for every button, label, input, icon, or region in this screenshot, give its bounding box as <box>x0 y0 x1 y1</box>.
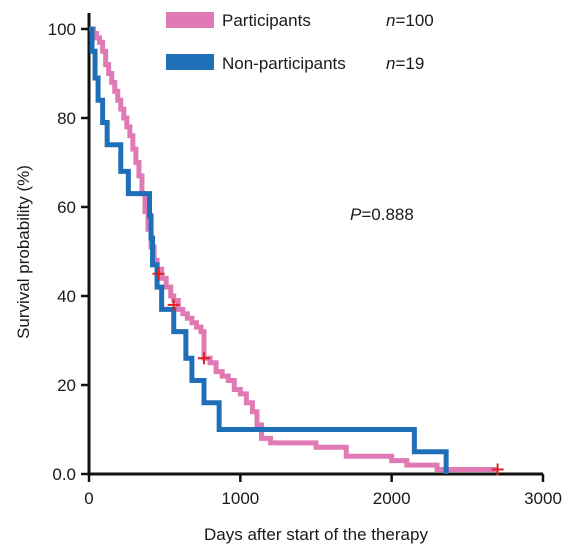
p-value-annotation: P=0.888 <box>350 205 414 224</box>
x-axis-title: Days after start of the therapy <box>204 525 428 544</box>
legend-label-participants: Participants <box>222 11 311 30</box>
censor-mark <box>167 298 180 311</box>
y-tick-label: 0.0 <box>52 465 76 484</box>
legend-swatch-participants <box>166 12 214 28</box>
censor-layer <box>152 267 504 476</box>
y-axis-title: Survival probability (%) <box>14 165 33 339</box>
censor-mark <box>152 267 165 280</box>
legend: Participants n=100 Non-participants n=19 <box>166 11 434 73</box>
x-tick-label: 3000 <box>524 489 562 508</box>
y-tick-label: 100 <box>48 20 76 39</box>
legend-label-non-participants: Non-participants <box>222 54 346 73</box>
y-tick-label: 80 <box>57 109 76 128</box>
legend-swatch-non-participants <box>166 54 214 70</box>
series-line-participants <box>89 26 498 473</box>
y-tick-label: 60 <box>57 198 76 217</box>
legend-n-participants: n=100 <box>386 11 434 30</box>
censor-mark <box>198 352 211 365</box>
y-tick-label: 20 <box>57 376 76 395</box>
x-tick-label: 1000 <box>221 489 259 508</box>
series-layer <box>89 26 498 474</box>
y-tick-label: 40 <box>57 287 76 306</box>
axes <box>87 13 543 476</box>
x-tick-label: 2000 <box>373 489 411 508</box>
legend-n-non-participants: n=19 <box>386 54 424 73</box>
censor-mark <box>491 463 504 476</box>
x-tick-label: 0 <box>84 489 93 508</box>
series-line-non-participants <box>89 26 449 474</box>
